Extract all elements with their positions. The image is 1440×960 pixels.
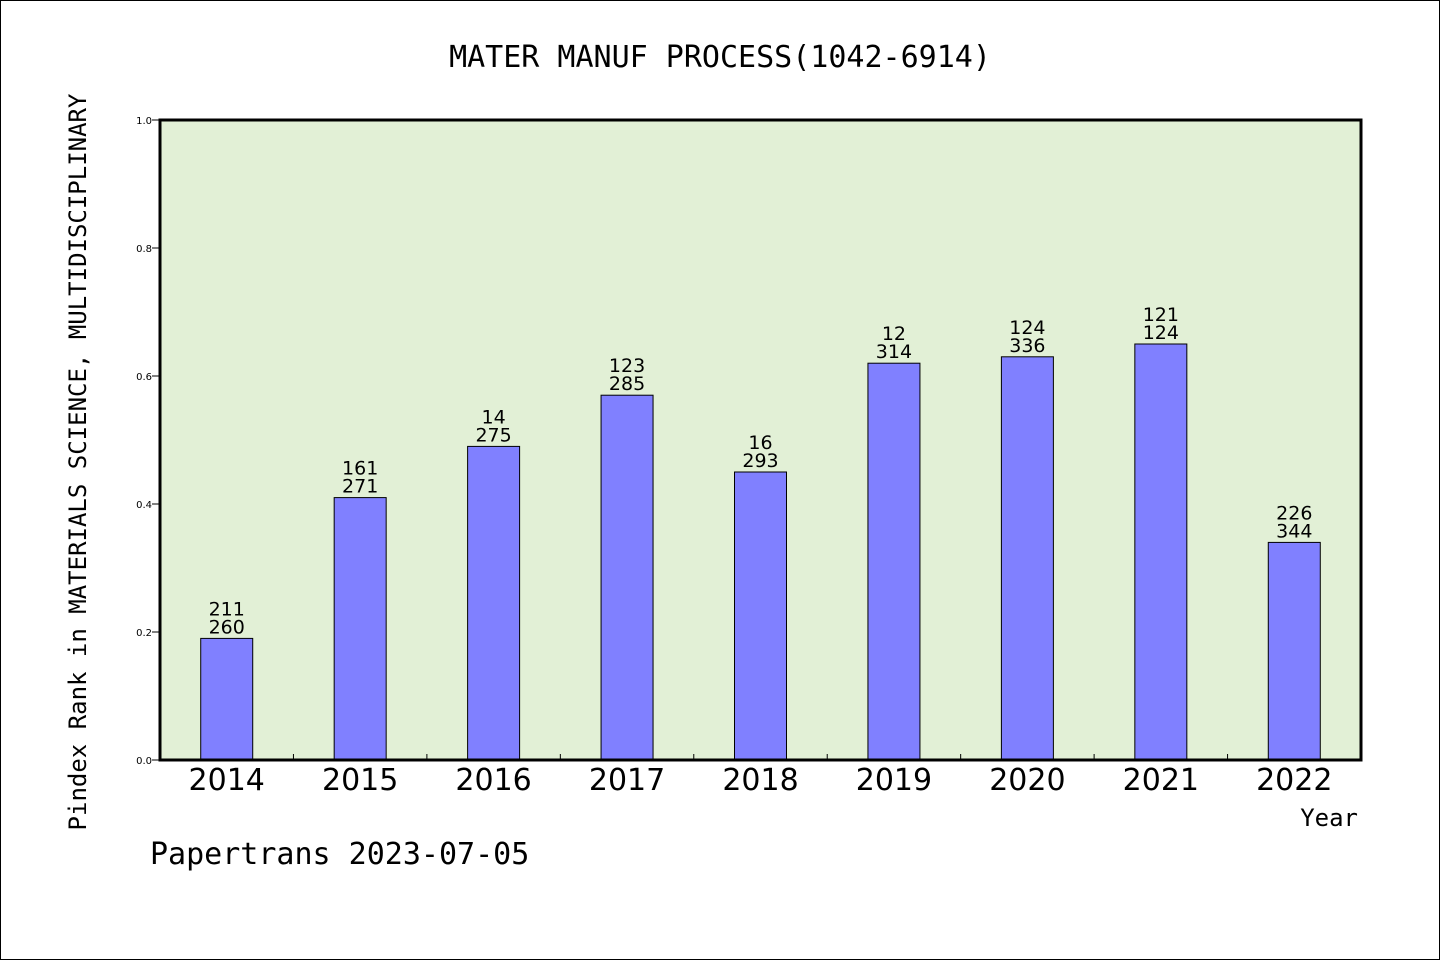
- bar-label-top: 226: [1276, 502, 1312, 524]
- y-axis-label: Pindex Rank in MATERIALS SCIENCE, MULTID…: [64, 93, 92, 830]
- bar-label-bottom: 314: [876, 341, 912, 363]
- bar-label-bottom: 344: [1276, 520, 1312, 542]
- y-tick-label: 0.0: [136, 756, 152, 767]
- bar-2016: [467, 445, 521, 761]
- y-tick-label: 1.0: [136, 116, 152, 127]
- y-tick-label: 0.6: [136, 372, 152, 383]
- x-tick-label: 2016: [455, 763, 531, 798]
- bar-label-top: 124: [1009, 317, 1045, 339]
- bar-label-bottom: 271: [342, 476, 378, 498]
- y-ticks-group: 0.0 0.2 0.4 0.6 0.8 1.0: [136, 116, 160, 767]
- bar-label-bottom: 293: [742, 450, 778, 472]
- bar-2018: [734, 471, 787, 761]
- bar-2019: [867, 362, 921, 761]
- bars-group: [200, 343, 1321, 761]
- bar-2020: [1000, 356, 1054, 761]
- bar-label-top: 121: [1143, 304, 1179, 326]
- y-tick-label: 0.4: [136, 500, 152, 511]
- bar-label-top: 161: [342, 458, 378, 480]
- x-tick-label: 2018: [722, 763, 798, 798]
- bar-2014: [200, 637, 254, 761]
- bar-2021: [1134, 343, 1188, 761]
- footer-credit: Papertrans 2023-07-05: [150, 837, 529, 872]
- bar-label-top: 16: [748, 432, 772, 454]
- plot-border: [158, 118, 1363, 762]
- bar-label-bottom: 336: [1009, 335, 1045, 357]
- bar-label-top: 14: [482, 406, 506, 428]
- x-tick-label: 2015: [322, 763, 398, 798]
- bar-label-top: 12: [882, 323, 906, 345]
- bar-label-bottom: 124: [1143, 322, 1179, 344]
- bar-2022: [1267, 541, 1321, 761]
- y-tick-label: 0.8: [136, 244, 152, 255]
- x-tick-label: 2014: [189, 763, 265, 798]
- bar-label-bottom: 275: [475, 424, 511, 446]
- x-tick-label: 2022: [1256, 763, 1332, 798]
- bar-labels-group: 2112601612711427512328516293123141243361…: [209, 304, 1313, 638]
- x-ticks-group: 2014 2015 2016 2017 2018 2019 2020 2021 2022: [189, 754, 1332, 798]
- x-tick-label: 2019: [856, 763, 932, 798]
- x-tick-label: 2020: [989, 763, 1065, 798]
- bar-label-top: 211: [209, 598, 245, 620]
- bar-2017: [600, 394, 654, 761]
- y-tick-label: 0.2: [136, 628, 152, 639]
- chart-title: MATER MANUF PROCESS(1042-6914): [449, 40, 991, 75]
- x-tick-label: 2017: [589, 763, 665, 798]
- bar-label-top: 123: [609, 355, 645, 377]
- bar-label-bottom: 285: [609, 373, 645, 395]
- x-tick-label: 2021: [1123, 763, 1199, 798]
- bar-2015: [333, 497, 387, 761]
- x-axis-label: Year: [1300, 804, 1358, 832]
- bar-label-bottom: 260: [209, 616, 245, 638]
